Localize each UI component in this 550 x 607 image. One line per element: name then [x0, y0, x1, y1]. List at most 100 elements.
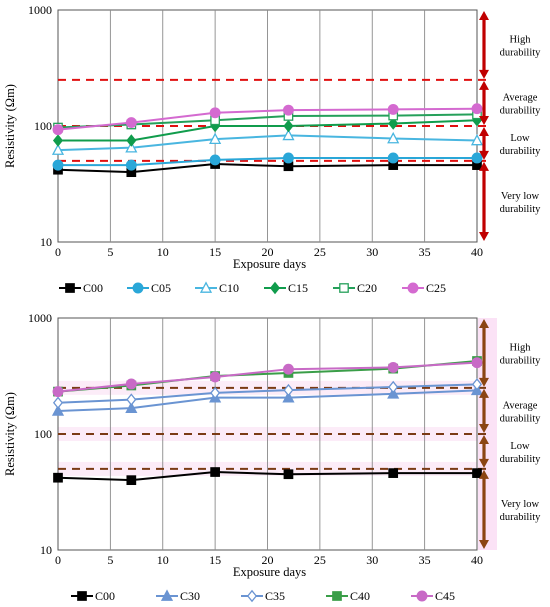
- arrow-head-up: [479, 161, 489, 171]
- arrow-head-up: [479, 319, 489, 328]
- data-point: [52, 386, 64, 398]
- data-point: [209, 107, 221, 119]
- y-axis-label: Resistivity (Ωm): [3, 392, 17, 476]
- x-tick-label: 30: [366, 245, 378, 259]
- legend-marker: [339, 283, 349, 293]
- data-point: [209, 132, 222, 145]
- data-point: [282, 128, 295, 141]
- data-point: [387, 131, 400, 144]
- data-point: [471, 357, 483, 369]
- legend-item-C15: C15: [264, 281, 308, 295]
- arrow-head-up: [479, 80, 489, 90]
- legend-label: C40: [350, 589, 370, 603]
- arrow-head-up: [479, 435, 489, 444]
- x-tick-label: 5: [107, 245, 113, 259]
- chart-1: 0 5 10 15 20 25 30 35 40 10 100 1000 Exposure days Re…: [3, 3, 541, 295]
- series-C00: [53, 467, 482, 486]
- series-line: [57, 383, 478, 404]
- data-point: [126, 475, 137, 486]
- series-C05: [52, 152, 483, 171]
- series-line: [58, 156, 477, 167]
- legend-label: C10: [219, 281, 239, 295]
- series-line: [57, 134, 478, 152]
- x-tick-label: 35: [419, 553, 431, 567]
- data-point: [283, 119, 294, 133]
- arrow-head-down: [479, 458, 489, 468]
- data-point: [126, 134, 137, 147]
- x-tick-label: 40: [471, 553, 483, 567]
- x-tick-label: 10: [157, 245, 169, 259]
- x-tick-label: 20: [262, 553, 274, 567]
- durability-label: Average: [503, 92, 538, 103]
- data-point: [283, 104, 294, 116]
- data-point: [52, 124, 64, 136]
- legend-label: C20: [357, 281, 377, 295]
- legend-label: C25: [426, 281, 446, 295]
- x-axis-label: Exposure days: [233, 565, 306, 579]
- legend-label: C15: [288, 281, 308, 295]
- series-C45: [52, 357, 483, 398]
- legend-label: C00: [83, 281, 103, 295]
- data-point: [388, 117, 399, 130]
- legend-marker: [332, 591, 342, 601]
- arrow-head-down: [479, 69, 489, 79]
- legend-item-C05: C05: [127, 281, 171, 295]
- legend-label: C45: [435, 589, 455, 603]
- series-C10: [51, 128, 484, 155]
- legend-label: C00: [95, 589, 115, 603]
- data-point: [125, 401, 138, 414]
- x-tick-label: 25: [314, 553, 326, 567]
- data-point: [283, 383, 294, 397]
- legend-item-C20: C20: [333, 281, 377, 295]
- data-point: [51, 404, 65, 416]
- legend-marker: [77, 591, 87, 601]
- durability-label: Average: [503, 400, 538, 411]
- data-point: [387, 152, 399, 164]
- arrow-head-down: [479, 424, 489, 433]
- durability-arrow: [479, 11, 489, 79]
- series-line: [57, 389, 478, 412]
- data-point: [126, 393, 137, 406]
- series-line: [57, 163, 477, 174]
- data-point: [51, 143, 65, 155]
- legend-label: C05: [151, 281, 171, 295]
- durability-label: Low: [510, 441, 530, 452]
- series-C30: [51, 383, 484, 416]
- data-point: [471, 378, 483, 391]
- legend-marker: [416, 590, 428, 602]
- arrow-head-down: [479, 540, 489, 549]
- x-tick-label: 25: [314, 245, 326, 259]
- legend-marker: [407, 282, 419, 294]
- data-point: [209, 154, 221, 166]
- durability-arrow: [479, 469, 489, 549]
- durability-label: Very low: [501, 499, 540, 510]
- series-line: [58, 119, 478, 142]
- durability-label: durability: [500, 105, 542, 116]
- y-tick-label: 10: [40, 235, 52, 249]
- durability-label: durability: [500, 204, 542, 215]
- y-tick-label: 100: [34, 119, 52, 133]
- arrow-head-down: [479, 116, 489, 125]
- data-point: [52, 134, 64, 147]
- durability-label: durability: [500, 454, 542, 465]
- data-point: [209, 371, 221, 383]
- durability-label: durability: [500, 47, 542, 58]
- x-tick-label: 15: [209, 553, 221, 567]
- durability-arrow: [479, 388, 489, 433]
- data-point: [388, 468, 399, 478]
- x-tick-label: 0: [55, 245, 61, 259]
- y-tick-label: 1000: [28, 3, 52, 17]
- arrow-head-up: [479, 388, 489, 398]
- legend-item-C00: C00: [59, 281, 103, 295]
- x-tick-label: 20: [262, 245, 274, 259]
- series-line: [57, 361, 478, 393]
- y-tick-label: 10: [40, 543, 52, 557]
- durability-label: Very low: [501, 191, 540, 202]
- arrow-head-up: [479, 11, 489, 20]
- x-tick-label: 30: [366, 553, 378, 567]
- legend-item-C30: C30: [156, 589, 200, 603]
- series-line: [57, 471, 477, 482]
- legend-marker: [246, 589, 258, 603]
- legend-marker: [132, 282, 144, 294]
